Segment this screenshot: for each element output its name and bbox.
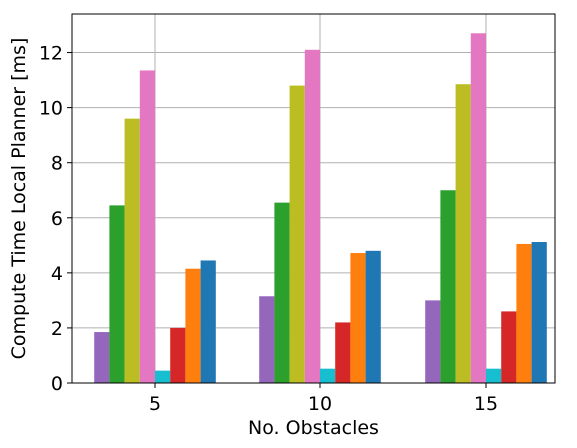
bar	[274, 202, 290, 383]
bar	[170, 327, 186, 383]
bar	[124, 118, 140, 384]
plot-frame	[71, 13, 556, 384]
bar	[501, 311, 517, 383]
bar	[350, 253, 366, 383]
bar	[455, 84, 471, 383]
x-tick-label: 15	[474, 393, 498, 415]
bar	[259, 296, 275, 383]
bar	[304, 49, 320, 383]
bar	[320, 368, 336, 383]
bar	[425, 300, 441, 383]
x-tick-label: 10	[308, 393, 332, 415]
bar	[516, 243, 532, 383]
y-axis-label: Compute Time Local Planner [ms]	[8, 38, 30, 360]
axis-ticks: 0 2 4 6 8 10 12 5 10 15	[39, 43, 498, 415]
y-tick-label: 12	[39, 43, 63, 65]
bar	[200, 260, 216, 383]
x-axis-label: No. Obstacles	[248, 417, 379, 439]
bar	[109, 205, 125, 383]
y-tick-label: 8	[51, 153, 63, 175]
y-tick-label: 6	[51, 208, 63, 230]
bar	[486, 368, 502, 383]
bar	[185, 268, 201, 383]
y-tick-label: 0	[51, 373, 63, 395]
y-tick-label: 2	[51, 318, 63, 340]
bar	[139, 70, 155, 384]
bar	[155, 370, 171, 383]
bars	[94, 33, 547, 384]
bar	[440, 190, 456, 383]
bar	[94, 332, 110, 383]
bar	[289, 85, 305, 383]
y-tick-label: 10	[39, 98, 63, 120]
bar	[470, 33, 486, 383]
bar	[531, 242, 547, 383]
x-tick-label: 5	[149, 393, 161, 415]
bar	[365, 250, 381, 383]
y-tick-label: 4	[51, 263, 63, 285]
bar	[335, 322, 351, 383]
